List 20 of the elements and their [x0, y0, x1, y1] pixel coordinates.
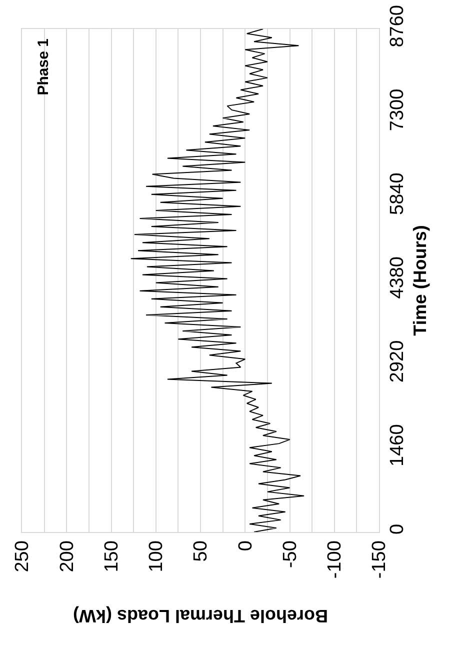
- x-tick-label: -100: [324, 540, 346, 579]
- x-tick-label: 200: [56, 540, 78, 572]
- line-series: [130, 29, 305, 532]
- x-tick-label: -150: [369, 540, 390, 579]
- x-tick-label: 50: [190, 540, 212, 562]
- y-tick-label: 8760: [386, 5, 408, 48]
- y-tick-label: 4380: [386, 256, 408, 299]
- x-tick-label: 250: [12, 540, 34, 572]
- y-tick-label: 1460: [386, 424, 408, 466]
- x-tick-label: -50: [280, 540, 301, 568]
- y-tick-label: 0: [386, 524, 408, 534]
- y-axis-title: Time (Hours): [410, 225, 430, 336]
- x-tick-label: 100: [146, 540, 168, 572]
- x-axis-title: Borehole Thermal Loads (kW): [72, 606, 328, 626]
- y-tick-label: 7300: [386, 88, 408, 132]
- x-tick-label: 150: [101, 540, 122, 572]
- y-tick-label: 2920: [386, 340, 408, 383]
- y-tick-label: 5840: [386, 172, 408, 215]
- annotation: Phase 1: [35, 38, 52, 96]
- x-tick-label: 0: [235, 540, 256, 552]
